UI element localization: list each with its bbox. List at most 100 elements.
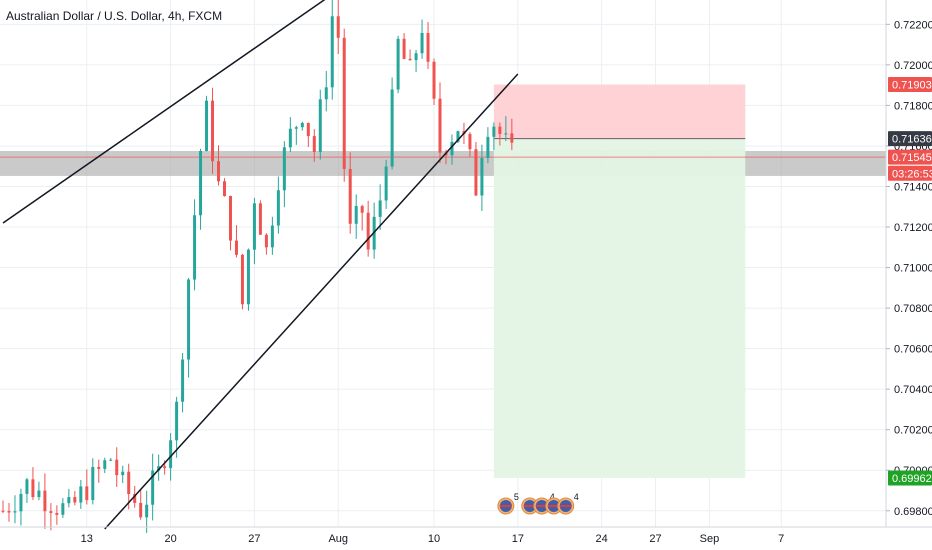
candle-body: [492, 126, 496, 137]
price-axis[interactable]: 0.722000.720000.718000.716000.714000.712…: [885, 0, 932, 527]
price-badge: [888, 131, 932, 147]
candle-body: [378, 200, 382, 217]
time-tick-label: 27: [649, 533, 661, 545]
candle-body: [133, 494, 137, 503]
event-count: 5: [514, 492, 519, 502]
candle-body: [103, 460, 107, 469]
candle-body: [366, 212, 370, 250]
time-tick-label: 17: [512, 533, 524, 545]
price-tick-label: 0.70200: [894, 425, 932, 437]
flag-stripe: [523, 505, 536, 507]
price-tick-label: 0.70600: [894, 344, 932, 356]
trendline: [2, 0, 326, 224]
candle-body: [300, 122, 304, 128]
candle-body: [199, 150, 203, 216]
candle-body: [324, 87, 328, 100]
candle-body: [163, 466, 167, 469]
price-badge: [888, 165, 932, 181]
price-tick-label: 0.71400: [894, 181, 932, 193]
candle-body: [151, 470, 155, 505]
candle-body: [384, 166, 388, 201]
candle-body: [1, 510, 5, 512]
time-axis[interactable]: 13 20 27 Aug 10 17 24 27 Sep 7: [0, 526, 932, 545]
candle-body: [420, 32, 424, 54]
candle-body: [294, 127, 298, 129]
candle-body: [480, 158, 484, 196]
candle-body: [91, 466, 95, 501]
candle-body: [414, 53, 418, 61]
candle-body: [258, 203, 262, 235]
candle-body: [25, 479, 29, 494]
candle-body: [240, 254, 244, 305]
price-tick-label: 0.71800: [894, 100, 932, 112]
candle-body: [79, 486, 83, 503]
price-badge-label: 0.71636: [892, 134, 932, 146]
candle-body: [276, 190, 280, 226]
stop-loss-zone: [493, 84, 746, 139]
candle-body: [43, 490, 47, 512]
candle-body: [7, 511, 11, 513]
candle-body: [396, 38, 400, 90]
time-tick-label: 7: [778, 533, 784, 545]
candle-body: [270, 225, 274, 248]
candle-body: [175, 401, 179, 441]
time-tick-label: Sep: [700, 533, 720, 545]
time-tick-label: 13: [81, 533, 93, 545]
take-profit-zone: [493, 138, 746, 478]
candle-body: [187, 279, 191, 360]
candle-body: [450, 141, 454, 156]
candle-body: [312, 136, 316, 152]
candle-body: [252, 203, 256, 250]
price-badge-label: 0.71903: [892, 80, 932, 92]
candle-body: [510, 133, 514, 143]
grid: [0, 0, 886, 527]
flag-stripe: [535, 505, 548, 507]
candle-body: [498, 126, 502, 135]
candle-body: [49, 511, 53, 513]
chart-title: Australian Dollar / U.S. Dollar, 4h, FXC…: [6, 9, 223, 23]
candle-body: [342, 37, 346, 169]
candle-body: [330, 16, 334, 88]
candle-body: [115, 459, 119, 476]
candle-body: [169, 440, 173, 469]
candle-body: [205, 100, 209, 151]
flag-stripe: [499, 505, 512, 507]
candle-body: [306, 122, 310, 137]
candle-body: [432, 61, 436, 99]
candle-body: [109, 459, 113, 461]
candle-body: [97, 466, 101, 469]
economic-events[interactable]: 5 4 4: [497, 492, 579, 515]
candle-body: [336, 16, 340, 38]
candle-body: [73, 497, 77, 503]
price-tick-label: 0.71200: [894, 222, 932, 234]
trendlines: [2, 0, 519, 530]
time-tick-label: Aug: [328, 533, 348, 545]
candle-body: [222, 181, 226, 197]
candle-body: [474, 149, 478, 196]
support-zone: [0, 151, 886, 176]
candle-body: [31, 479, 35, 498]
candle-body: [360, 206, 364, 213]
candle-body: [408, 58, 412, 61]
candles: [1, 0, 514, 533]
candle-body: [318, 99, 322, 152]
time-tick-label: 27: [248, 533, 260, 545]
time-tick-label: 10: [428, 533, 440, 545]
candle-body: [193, 215, 197, 280]
candle-body: [19, 493, 23, 512]
candle-body: [121, 471, 125, 476]
candle-body: [127, 471, 131, 495]
candle-body: [264, 234, 268, 248]
candle-body: [486, 136, 490, 159]
price-tick-label: 0.69800: [894, 506, 932, 518]
position-zones: [0, 84, 886, 478]
candle-body: [157, 466, 161, 471]
price-tick-label: 0.71000: [894, 263, 932, 275]
candle-body: [426, 32, 430, 62]
candle-body: [288, 128, 292, 148]
candle-body: [438, 98, 442, 153]
candle-body: [234, 240, 238, 255]
candle-body: [504, 133, 508, 135]
trendline: [104, 73, 519, 530]
